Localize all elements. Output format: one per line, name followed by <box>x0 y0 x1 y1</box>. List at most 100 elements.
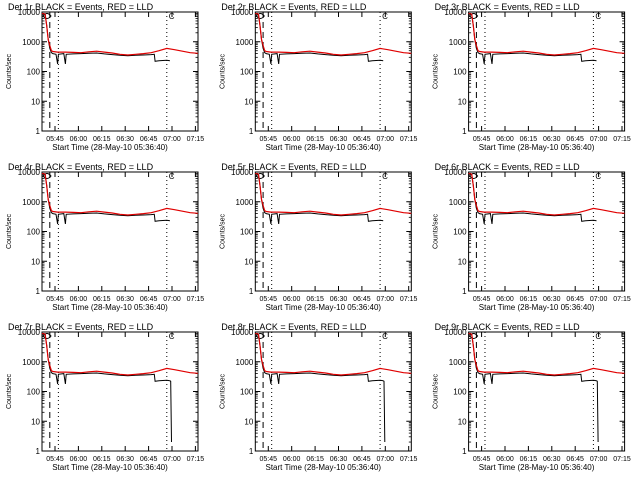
y-tick-label: 10 <box>31 257 40 266</box>
x-tick-label: 07:00 <box>590 456 608 463</box>
corner-mark: C <box>382 172 388 181</box>
x-tick-label: 06:30 <box>543 456 561 463</box>
x-tick-label: 07:15 <box>613 296 631 303</box>
y-tick-label: 100 <box>453 388 467 397</box>
x-tick-label: 06:45 <box>566 136 584 143</box>
y-tick-label: 1000 <box>22 358 40 367</box>
x-tick-label: 06:45 <box>566 456 584 463</box>
series-lld-line <box>468 172 625 216</box>
corner-mark: C <box>595 172 601 181</box>
y-tick-label: 1000 <box>449 38 467 47</box>
series-events-line <box>468 12 597 64</box>
corner-mark: C <box>382 12 388 21</box>
x-tick-label: 07:00 <box>590 296 608 303</box>
x-tick-label: 07:15 <box>613 136 631 143</box>
series-events-line <box>41 12 170 64</box>
plot-frame <box>254 171 412 292</box>
y-tick-label: 1000 <box>236 358 254 367</box>
x-axis-label: Start Time (28-May-10 05:36:40) <box>52 143 168 152</box>
x-axis-label: Start Time (28-May-10 05:36:40) <box>265 303 381 312</box>
x-tick-label: 06:00 <box>283 456 301 463</box>
corner-mark: C <box>382 332 388 341</box>
x-tick-label: 07:00 <box>590 136 608 143</box>
series-lld-line <box>41 172 199 216</box>
x-tick-label: 06:30 <box>116 296 134 303</box>
y-tick-label: 10 <box>31 417 40 426</box>
plot-frame <box>41 11 199 132</box>
x-tick-label: 06:30 <box>116 456 134 463</box>
plot-frame <box>468 11 626 132</box>
y-tick-label: 10 <box>244 97 253 106</box>
x-tick-label: 06:30 <box>543 296 561 303</box>
y-axis-label: Counts/sec <box>219 53 226 89</box>
x-tick-label: 05:45 <box>473 296 491 303</box>
corner-mark: C <box>169 172 175 181</box>
x-tick-label: 07:00 <box>377 456 395 463</box>
y-tick-label: 1 <box>36 447 41 456</box>
corner-mark: C <box>169 332 175 341</box>
y-axis-label: Counts/sec <box>6 213 13 249</box>
x-tick-label: 06:15 <box>306 296 324 303</box>
panel-5: Det 5r BLACK = Events, RED = LLD Counts/s… <box>219 162 417 312</box>
corner-mark: C <box>169 12 175 21</box>
y-tick-label: 1000 <box>236 198 254 207</box>
chart-title: Det 8r BLACK = Events, RED = LLD <box>221 322 367 332</box>
y-axis-label: Counts/sec <box>433 373 440 409</box>
x-tick-label: 07:15 <box>187 136 205 143</box>
plot-frame <box>254 11 412 132</box>
panel-9: Det 9r BLACK = Events, RED = LLD Counts/s… <box>433 322 631 472</box>
y-tick-label: 10000 <box>444 168 467 177</box>
y-tick-label: 1 <box>462 127 467 136</box>
x-tick-label: 05:45 <box>46 136 64 143</box>
x-tick-label: 06:00 <box>70 296 88 303</box>
panel-3: Det 3r BLACK = Events, RED = LLD Counts/s… <box>433 2 631 152</box>
panel-2: Det 2r BLACK = Events, RED = LLD Counts/s… <box>219 2 417 152</box>
y-tick-label: 1 <box>249 127 254 136</box>
y-tick-label: 10000 <box>18 328 41 337</box>
plot-frame <box>468 331 626 452</box>
y-tick-label: 10000 <box>444 8 467 17</box>
panel-1: Det 1r BLACK = Events, RED = LLD Counts/s… <box>6 2 204 152</box>
series-events-tail <box>382 380 386 443</box>
x-tick-label: 06:15 <box>520 456 538 463</box>
chart-title: Det 4r BLACK = Events, RED = LLD <box>8 162 154 172</box>
x-tick-label: 06:00 <box>496 296 514 303</box>
y-tick-label: 10 <box>458 417 467 426</box>
y-tick-label: 10000 <box>231 328 254 337</box>
x-tick-label: 06:45 <box>140 296 158 303</box>
x-tick-label: 06:15 <box>93 456 111 463</box>
chart-title: Det 7r BLACK = Events, RED = LLD <box>8 322 154 332</box>
x-tick-label: 07:15 <box>187 456 205 463</box>
x-tick-label: 06:15 <box>93 296 111 303</box>
x-tick-label: 06:45 <box>140 456 158 463</box>
y-axis-label: Counts/sec <box>219 373 226 409</box>
series-events-line <box>41 332 170 384</box>
x-tick-label: 06:45 <box>140 136 158 143</box>
y-tick-label: 10000 <box>444 328 467 337</box>
y-tick-label: 1000 <box>449 358 467 367</box>
y-axis-label: Counts/sec <box>433 53 440 89</box>
y-tick-label: 10 <box>31 97 40 106</box>
y-tick-label: 1000 <box>449 198 467 207</box>
x-tick-label: 06:15 <box>93 136 111 143</box>
series-lld-line <box>255 12 412 56</box>
x-tick-label: 05:45 <box>473 136 491 143</box>
series-events-tail <box>169 380 172 443</box>
plot-frame <box>468 171 626 292</box>
y-tick-label: 1 <box>462 287 467 296</box>
y-tick-label: 1 <box>462 447 467 456</box>
x-tick-label: 06:45 <box>353 136 371 143</box>
y-tick-label: 1 <box>249 447 254 456</box>
y-tick-label: 10000 <box>18 8 41 17</box>
x-tick-label: 07:15 <box>187 296 205 303</box>
x-tick-label: 07:00 <box>163 136 181 143</box>
series-events-line <box>468 172 597 224</box>
x-tick-label: 06:45 <box>353 296 371 303</box>
x-tick-label: 06:45 <box>566 296 584 303</box>
plot-frame <box>41 331 199 452</box>
series-lld-line <box>41 12 199 56</box>
panel-8: Det 8r BLACK = Events, RED = LLD Counts/s… <box>219 322 417 472</box>
y-axis-label: Counts/sec <box>433 213 440 249</box>
x-axis-label: Start Time (28-May-10 05:36:40) <box>479 463 595 472</box>
y-tick-label: 1000 <box>22 38 40 47</box>
